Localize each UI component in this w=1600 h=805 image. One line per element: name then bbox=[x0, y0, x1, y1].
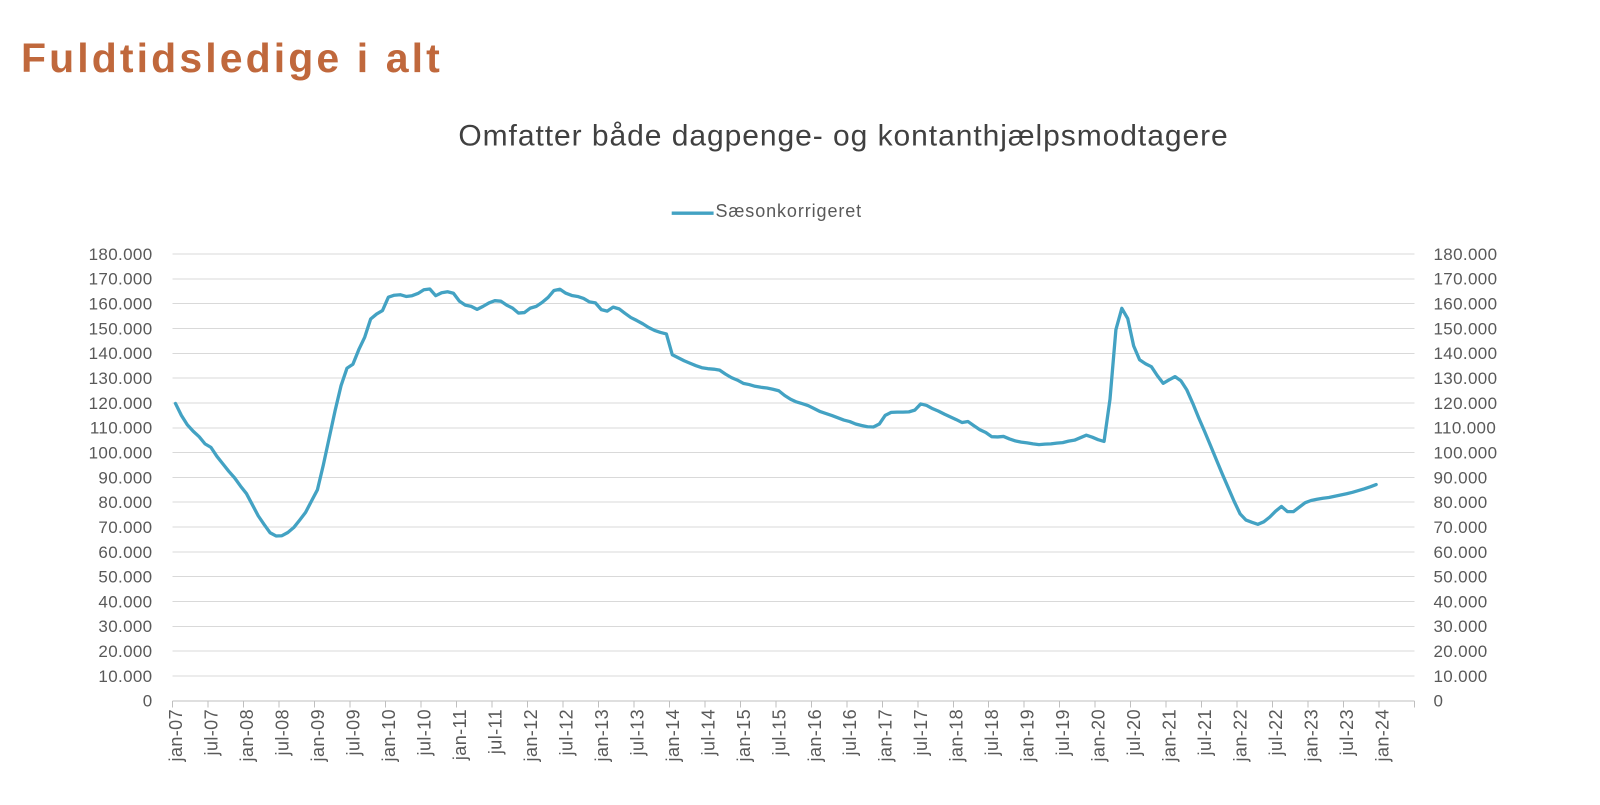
svg-text:160.000: 160.000 bbox=[1434, 295, 1498, 314]
svg-text:jul-22: jul-22 bbox=[1266, 709, 1286, 756]
svg-text:130.000: 130.000 bbox=[89, 369, 153, 388]
svg-text:jul-21: jul-21 bbox=[1195, 709, 1215, 756]
svg-text:120.000: 120.000 bbox=[89, 394, 153, 413]
svg-text:40.000: 40.000 bbox=[98, 592, 152, 611]
svg-text:jul-10: jul-10 bbox=[414, 709, 434, 756]
svg-text:jul-17: jul-17 bbox=[911, 709, 931, 756]
svg-text:80.000: 80.000 bbox=[98, 493, 152, 512]
svg-text:60.000: 60.000 bbox=[1434, 543, 1488, 562]
svg-text:jul-12: jul-12 bbox=[556, 709, 576, 756]
svg-text:Fuldtidsledige i alt: Fuldtidsledige i alt bbox=[21, 35, 443, 81]
svg-text:40.000: 40.000 bbox=[1434, 592, 1488, 611]
svg-text:jan-17: jan-17 bbox=[876, 709, 896, 762]
svg-text:jan-11: jan-11 bbox=[450, 709, 470, 761]
svg-text:jan-23: jan-23 bbox=[1302, 709, 1322, 762]
svg-text:jan-08: jan-08 bbox=[237, 709, 257, 762]
svg-text:160.000: 160.000 bbox=[89, 295, 153, 314]
svg-text:jan-20: jan-20 bbox=[1089, 709, 1109, 762]
svg-text:jan-07: jan-07 bbox=[166, 709, 186, 762]
svg-text:30.000: 30.000 bbox=[98, 617, 152, 636]
svg-text:jan-10: jan-10 bbox=[379, 709, 399, 762]
svg-text:jan-21: jan-21 bbox=[1160, 709, 1180, 762]
svg-text:70.000: 70.000 bbox=[1434, 518, 1488, 537]
svg-text:jan-22: jan-22 bbox=[1231, 709, 1251, 762]
svg-text:80.000: 80.000 bbox=[1434, 493, 1488, 512]
svg-text:50.000: 50.000 bbox=[98, 568, 152, 587]
svg-text:50.000: 50.000 bbox=[1434, 568, 1488, 587]
svg-text:jul-16: jul-16 bbox=[840, 709, 860, 756]
svg-text:110.000: 110.000 bbox=[1434, 419, 1497, 438]
svg-text:jan-24: jan-24 bbox=[1373, 709, 1393, 762]
svg-text:jul-19: jul-19 bbox=[1053, 709, 1073, 756]
svg-text:jan-19: jan-19 bbox=[1018, 709, 1038, 762]
svg-text:jul-14: jul-14 bbox=[698, 709, 718, 756]
svg-text:180.000: 180.000 bbox=[1434, 245, 1498, 264]
svg-text:30.000: 30.000 bbox=[1434, 617, 1488, 636]
svg-text:jan-15: jan-15 bbox=[734, 709, 754, 762]
svg-text:150.000: 150.000 bbox=[89, 319, 153, 338]
svg-text:140.000: 140.000 bbox=[89, 344, 153, 363]
svg-text:70.000: 70.000 bbox=[98, 518, 152, 537]
svg-text:Sæsonkorrigeret: Sæsonkorrigeret bbox=[716, 201, 863, 221]
svg-text:0: 0 bbox=[1434, 692, 1444, 711]
svg-text:10.000: 10.000 bbox=[1434, 667, 1488, 686]
svg-text:170.000: 170.000 bbox=[1434, 270, 1498, 289]
svg-text:170.000: 170.000 bbox=[89, 270, 153, 289]
svg-text:jan-09: jan-09 bbox=[308, 709, 328, 762]
svg-text:90.000: 90.000 bbox=[98, 468, 152, 487]
svg-text:jan-18: jan-18 bbox=[947, 709, 967, 762]
svg-text:140.000: 140.000 bbox=[1434, 344, 1498, 363]
svg-text:jul-07: jul-07 bbox=[201, 709, 221, 756]
svg-text:Omfatter både dagpenge- og kon: Omfatter både dagpenge- og kontanthjælps… bbox=[458, 120, 1228, 153]
svg-text:100.000: 100.000 bbox=[1434, 443, 1498, 462]
svg-text:0: 0 bbox=[143, 692, 153, 711]
svg-text:jul-13: jul-13 bbox=[627, 709, 647, 756]
svg-text:180.000: 180.000 bbox=[89, 245, 153, 264]
svg-text:jul-20: jul-20 bbox=[1124, 709, 1144, 756]
svg-text:jul-11: jul-11 bbox=[485, 709, 505, 755]
svg-text:20.000: 20.000 bbox=[98, 642, 152, 661]
svg-text:90.000: 90.000 bbox=[1434, 468, 1488, 487]
svg-text:jul-15: jul-15 bbox=[769, 709, 789, 756]
svg-text:jul-09: jul-09 bbox=[343, 709, 363, 756]
svg-text:jan-14: jan-14 bbox=[663, 709, 683, 762]
svg-text:60.000: 60.000 bbox=[98, 543, 152, 562]
svg-text:150.000: 150.000 bbox=[1434, 319, 1498, 338]
svg-text:130.000: 130.000 bbox=[1434, 369, 1498, 388]
svg-text:jan-16: jan-16 bbox=[805, 709, 825, 762]
svg-text:jan-12: jan-12 bbox=[521, 709, 541, 762]
svg-text:100.000: 100.000 bbox=[89, 443, 153, 462]
svg-text:jan-13: jan-13 bbox=[592, 709, 612, 762]
svg-text:jul-23: jul-23 bbox=[1337, 709, 1357, 756]
svg-text:jul-08: jul-08 bbox=[272, 709, 292, 756]
svg-text:20.000: 20.000 bbox=[1434, 642, 1488, 661]
svg-text:jul-18: jul-18 bbox=[982, 709, 1002, 756]
svg-text:10.000: 10.000 bbox=[98, 667, 152, 686]
svg-text:110.000: 110.000 bbox=[90, 419, 153, 438]
svg-text:120.000: 120.000 bbox=[1434, 394, 1498, 413]
